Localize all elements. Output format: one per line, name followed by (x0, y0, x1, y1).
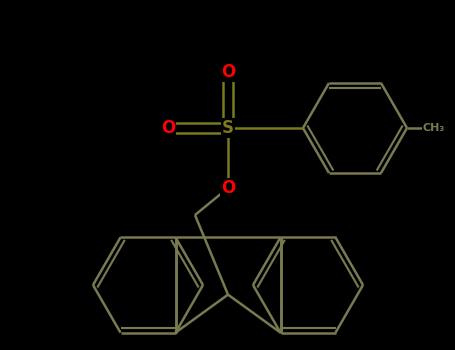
Text: O: O (221, 63, 235, 81)
Text: O: O (221, 179, 235, 197)
Text: O: O (161, 119, 175, 137)
Text: CH₃: CH₃ (423, 123, 445, 133)
Text: S: S (222, 119, 234, 137)
